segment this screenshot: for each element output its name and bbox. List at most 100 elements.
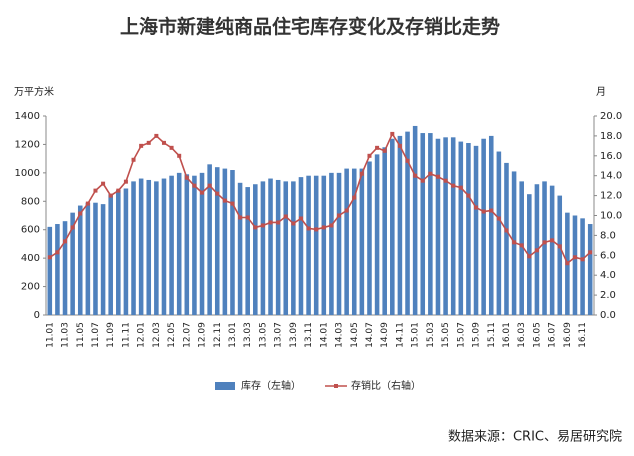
line-marker (283, 214, 288, 219)
bar (184, 174, 190, 315)
bar (214, 167, 220, 315)
line-marker (230, 201, 235, 206)
bar (519, 181, 524, 315)
line-marker (192, 183, 197, 188)
line-marker (428, 171, 433, 176)
x-tick-label: 16.05 (532, 322, 542, 348)
bar (367, 161, 372, 315)
bar (260, 181, 266, 315)
y-tick-label: 800 (21, 196, 40, 207)
x-tick-label: 12.11 (213, 322, 223, 348)
bar (268, 178, 273, 315)
line-marker (359, 171, 364, 176)
line-marker (489, 208, 494, 213)
x-tick-label: 12.05 (167, 322, 177, 348)
line-marker (245, 215, 250, 220)
y2-axis-label: 月 (596, 86, 606, 98)
line-marker (382, 148, 387, 153)
line-marker (70, 225, 75, 230)
line-marker (481, 209, 486, 214)
bar (298, 177, 304, 315)
bar (488, 135, 494, 315)
bar (138, 178, 144, 315)
line-marker (161, 140, 166, 145)
bar (572, 215, 578, 315)
bar (77, 205, 83, 315)
line-marker (504, 228, 509, 233)
line-marker (253, 225, 258, 230)
bar (397, 135, 403, 315)
line-marker (85, 201, 90, 206)
line-marker (108, 193, 113, 198)
x-tick-label: 12.09 (198, 322, 208, 348)
bar (428, 133, 433, 315)
line-marker (276, 220, 281, 225)
x-tick-label: 13.01 (228, 322, 238, 348)
bar (466, 143, 471, 315)
line-marker (550, 238, 555, 243)
line-marker (131, 157, 136, 162)
legend-label: 库存（左轴） (241, 379, 301, 392)
line-marker (458, 185, 463, 190)
line-marker (169, 145, 174, 150)
line (49, 132, 591, 265)
y2-tick-label: 6.0 (600, 250, 616, 261)
bar (504, 162, 509, 315)
y2-tick-label: 20.0 (600, 111, 622, 122)
bar (207, 164, 212, 315)
x-tick-label: 14.07 (365, 322, 375, 348)
y-tick-label: 0 (34, 310, 40, 321)
line-marker (413, 173, 418, 178)
y2-tick-label: 16.0 (600, 151, 622, 162)
bar (47, 226, 53, 315)
bar (169, 175, 174, 315)
chart-title: 上海市新建纯商品住宅库存变化及存销比走势 (120, 15, 500, 38)
line-marker (588, 250, 593, 255)
bar (329, 172, 334, 315)
bar (587, 224, 593, 315)
line-marker (519, 243, 524, 248)
x-tick-label: 16.07 (548, 322, 558, 348)
bar (116, 189, 121, 315)
bar (542, 181, 547, 315)
y-axis-label: 万平方米 (14, 85, 54, 98)
y2-tick-label: 4.0 (600, 270, 616, 281)
line-marker (200, 190, 205, 195)
y2-tick-label: 0.0 (600, 310, 616, 321)
bar (161, 178, 167, 315)
x-tick-label: 14.09 (380, 322, 390, 348)
line-marker (47, 255, 52, 260)
y-tick-label: 600 (21, 225, 40, 236)
bar (321, 175, 327, 315)
x-tick-label: 11.07 (91, 322, 101, 348)
x-tick-label: 15.05 (441, 322, 451, 348)
bar (131, 181, 136, 315)
x-tick-label: 16.03 (517, 322, 527, 348)
bar (93, 202, 98, 315)
line-marker (207, 183, 212, 188)
line-marker (146, 140, 151, 145)
bar (549, 185, 555, 315)
line-marker (466, 193, 471, 198)
legend-swatch (215, 382, 235, 390)
x-tick-label: 15.03 (426, 322, 436, 348)
bar (473, 145, 479, 315)
line-marker (397, 143, 402, 148)
line-marker (268, 220, 273, 225)
y2-tick-label: 2.0 (600, 290, 616, 301)
line-marker (291, 221, 296, 226)
bar (283, 181, 289, 315)
bar (580, 218, 585, 315)
bar (405, 131, 410, 315)
line-marker (63, 239, 68, 244)
bar (62, 221, 68, 315)
bar (154, 181, 159, 315)
source: 数据来源：CRIC、易居研究院 (448, 430, 622, 445)
y-tick-label: 400 (21, 253, 40, 264)
x-tick-label: 15.09 (472, 322, 482, 348)
line-marker (215, 191, 220, 196)
line-marker (306, 226, 311, 231)
bar (344, 168, 349, 315)
line-marker (367, 153, 372, 158)
